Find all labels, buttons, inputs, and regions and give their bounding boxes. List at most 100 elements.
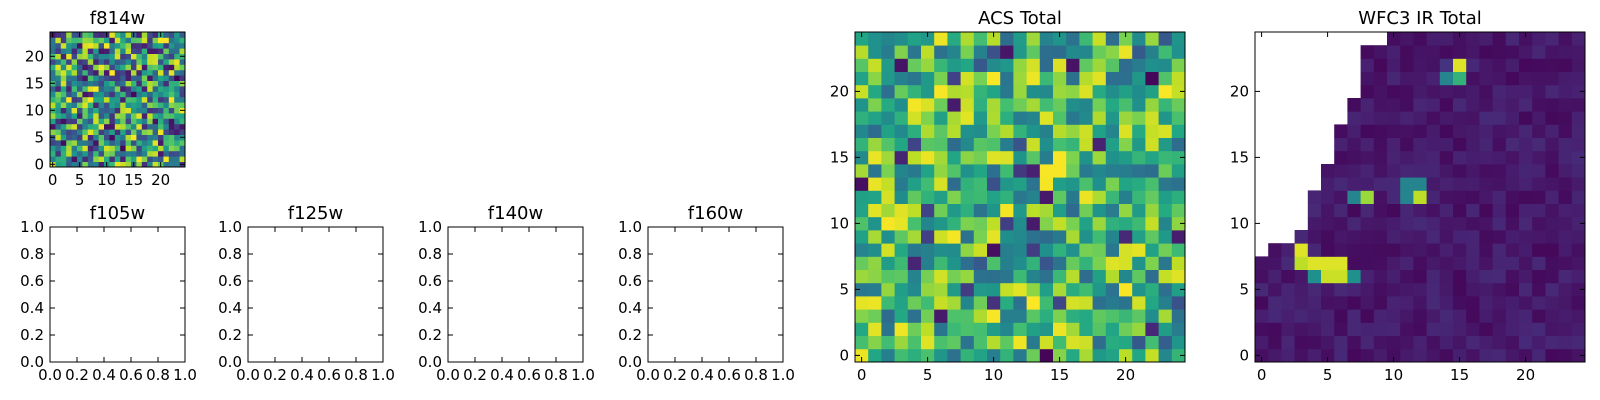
heatmap-cell <box>66 64 72 71</box>
heatmap-cell <box>1453 256 1467 270</box>
heatmap-cell <box>77 37 83 44</box>
heatmap-cell <box>147 156 153 162</box>
heatmap-cell <box>1158 177 1173 191</box>
heatmap-cell <box>1519 177 1533 191</box>
heatmap-cell <box>1105 322 1120 336</box>
heatmap-cell <box>66 145 72 152</box>
heatmap-cell <box>77 156 83 162</box>
heatmap-cell <box>1105 282 1120 297</box>
heatmap-cell <box>1505 216 1520 231</box>
heatmap-cell <box>1492 71 1507 86</box>
heatmap-cell <box>114 42 121 49</box>
heatmap-cell <box>158 134 164 141</box>
heatmap-cell <box>147 113 153 119</box>
heatmap-cell <box>1132 230 1146 244</box>
heatmap-cell <box>109 37 116 44</box>
heatmap-cell <box>158 107 164 114</box>
heatmap-cell <box>1053 71 1067 86</box>
heatmap-cell <box>907 111 922 125</box>
heatmap-cell <box>120 91 126 98</box>
heatmap-cell <box>987 216 1001 231</box>
heatmap-cell <box>1053 309 1067 323</box>
heatmap-cell <box>147 96 153 103</box>
heatmap-cell <box>77 53 83 60</box>
heatmap-cell <box>1132 124 1146 138</box>
heatmap-cell <box>163 96 170 103</box>
heatmap-cell <box>152 118 159 125</box>
heatmap-cell <box>1119 348 1133 363</box>
heatmap-cell <box>987 282 1001 297</box>
heatmap-cell <box>1439 243 1454 257</box>
heatmap-cell <box>921 282 935 297</box>
heatmap-cell <box>1105 164 1120 178</box>
heatmap-cell <box>141 32 148 38</box>
heatmap-cell <box>934 58 948 72</box>
heatmap-cell <box>1400 203 1414 218</box>
heatmap-cell <box>163 53 170 60</box>
heatmap-cell <box>1281 322 1295 336</box>
heatmap-cell <box>109 150 116 157</box>
heatmap-cell <box>71 134 78 141</box>
heatmap-cell <box>168 118 175 125</box>
heatmap-cell <box>1360 98 1375 112</box>
heatmap-cell <box>1571 348 1586 363</box>
heatmap-cell <box>1145 335 1159 350</box>
heatmap-cell <box>1479 84 1493 99</box>
heatmap-cell <box>1294 335 1309 350</box>
heatmap-cell <box>147 80 153 87</box>
heatmap-cell <box>104 113 110 119</box>
heatmap-cell <box>179 86 186 92</box>
heatmap-cell <box>1479 296 1493 310</box>
heatmap-cell <box>868 282 882 297</box>
heatmap-cell <box>1400 137 1414 152</box>
heatmap-cell <box>1000 322 1014 336</box>
y-tick-label: 15 <box>1230 148 1249 166</box>
heatmap-cell <box>82 113 89 119</box>
heatmap-cell <box>1026 190 1041 204</box>
heatmap-cell <box>947 269 961 284</box>
heatmap-cell <box>987 71 1001 86</box>
heatmap-cell <box>1334 296 1348 310</box>
heatmap-cell <box>973 150 988 165</box>
heatmap-cell <box>1347 98 1361 112</box>
heatmap-cell <box>1387 177 1401 191</box>
heatmap-cell <box>881 164 895 178</box>
heatmap-cell <box>66 42 72 49</box>
heatmap-cell <box>1571 164 1586 178</box>
heatmap-cell <box>1571 216 1586 231</box>
heatmap-cell <box>1492 282 1507 297</box>
heatmap-cell <box>1545 335 1559 350</box>
axes-frame-f814w <box>49 31 186 168</box>
heatmap-cell <box>1079 71 1093 86</box>
heatmap-cell <box>1505 348 1520 363</box>
heatmap-cell <box>55 91 62 98</box>
heatmap-cell <box>1013 111 1027 125</box>
heatmap-cell <box>973 111 988 125</box>
heatmap-cell <box>109 53 116 60</box>
heatmap-cell <box>960 296 975 310</box>
heatmap-cell <box>168 86 175 92</box>
heatmap-cell <box>934 296 948 310</box>
heatmap-cell <box>1105 256 1120 270</box>
heatmap-cell <box>120 64 126 71</box>
heatmap-cell <box>1079 98 1093 112</box>
heatmap-cell <box>868 269 882 284</box>
heatmap-cell <box>125 118 132 125</box>
y-tick-label: 0.6 <box>618 272 642 290</box>
heatmap-cell <box>1387 243 1401 257</box>
y-tick-label: 0.2 <box>218 326 242 344</box>
heatmap-cell <box>179 156 186 162</box>
heatmap-cell <box>1119 243 1133 257</box>
heatmap-cell <box>87 102 94 108</box>
heatmap-cell <box>1079 150 1093 165</box>
heatmap-cell <box>1532 335 1546 350</box>
heatmap-cell <box>1119 137 1133 152</box>
heatmap-cell <box>1294 296 1309 310</box>
heatmap-cell <box>1132 203 1146 218</box>
heatmap-cell <box>1268 348 1282 363</box>
panel-title-acs_total: ACS Total <box>978 8 1062 29</box>
heatmap-cell <box>1413 282 1427 297</box>
heatmap-cell <box>60 32 67 38</box>
heatmap-cell <box>82 123 89 130</box>
